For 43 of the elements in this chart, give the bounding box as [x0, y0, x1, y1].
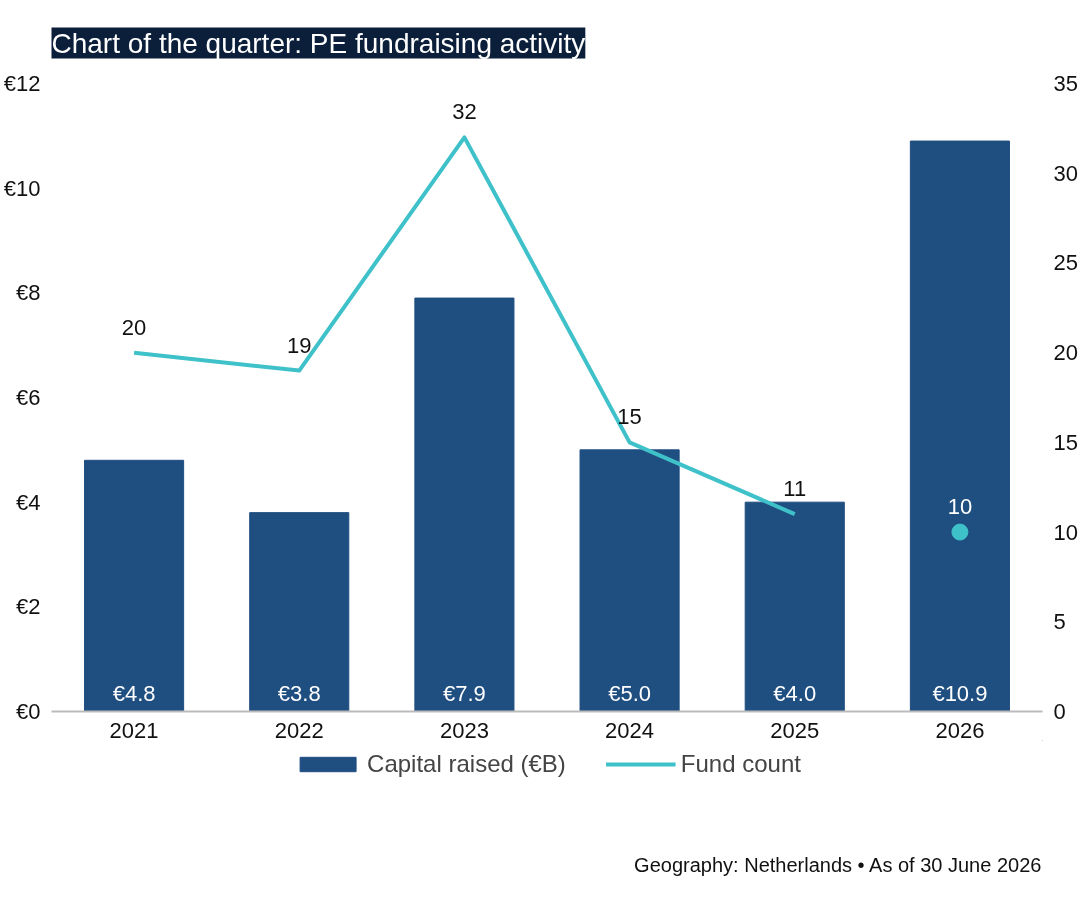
data-label: €4.8: [112, 681, 156, 706]
x-tick-label: 2021: [109, 717, 159, 743]
data-label: €5.0: [608, 681, 651, 706]
y2-tick-label: 0: [1053, 699, 1066, 724]
legend-label: Fund count: [680, 750, 801, 778]
y2-tick-label: 5: [1053, 609, 1066, 635]
y2-tick-label: 30: [1053, 160, 1078, 186]
data-label: 32: [452, 99, 477, 125]
y-tick-label: €10: [3, 175, 41, 201]
data-label: €7.9: [443, 681, 486, 706]
bar: [744, 501, 845, 712]
bar: [909, 140, 1010, 712]
bar: [414, 297, 515, 712]
bar: [249, 512, 350, 712]
x-tick-label: 2022: [274, 717, 324, 743]
y2-tick-label: 10: [1053, 519, 1078, 545]
bar: [579, 449, 680, 712]
y-tick-label: €2: [16, 594, 41, 620]
data-label: €10.9: [932, 681, 988, 706]
data-label: 15: [617, 404, 642, 430]
x-tick-label: 2023: [439, 717, 489, 743]
y-tick-label: €8: [16, 280, 41, 306]
x-tick-label: 2026: [935, 717, 985, 743]
y-tick-label: €0: [16, 699, 41, 724]
chart-title: Chart of the quarter: PE fundraising activity: [51, 27, 586, 59]
x-tick-label: 2025: [770, 717, 820, 743]
text: Geography: Netherlands • As of 30 June 2026: [634, 853, 1042, 876]
y-tick-label: €12: [3, 71, 41, 96]
data-label: 11: [783, 476, 807, 502]
y2-tick-label: 35: [1053, 71, 1078, 96]
y-tick-label: €4: [16, 489, 41, 515]
y-tick-label: €6: [16, 385, 41, 410]
x-tick-label: 2024: [605, 717, 655, 743]
data-label: 10: [947, 494, 973, 520]
y2-tick-label: 20: [1053, 340, 1078, 366]
y2-tick-label: 15: [1053, 429, 1078, 455]
bar: [84, 459, 185, 712]
legend-label: Capital raised (€B): [367, 750, 566, 778]
data-label: 20: [121, 314, 147, 340]
data-label: 19: [287, 332, 312, 358]
data-label: €4.0: [773, 681, 817, 706]
y2-tick-label: 25: [1053, 250, 1078, 276]
data-label: €3.8: [277, 681, 321, 706]
